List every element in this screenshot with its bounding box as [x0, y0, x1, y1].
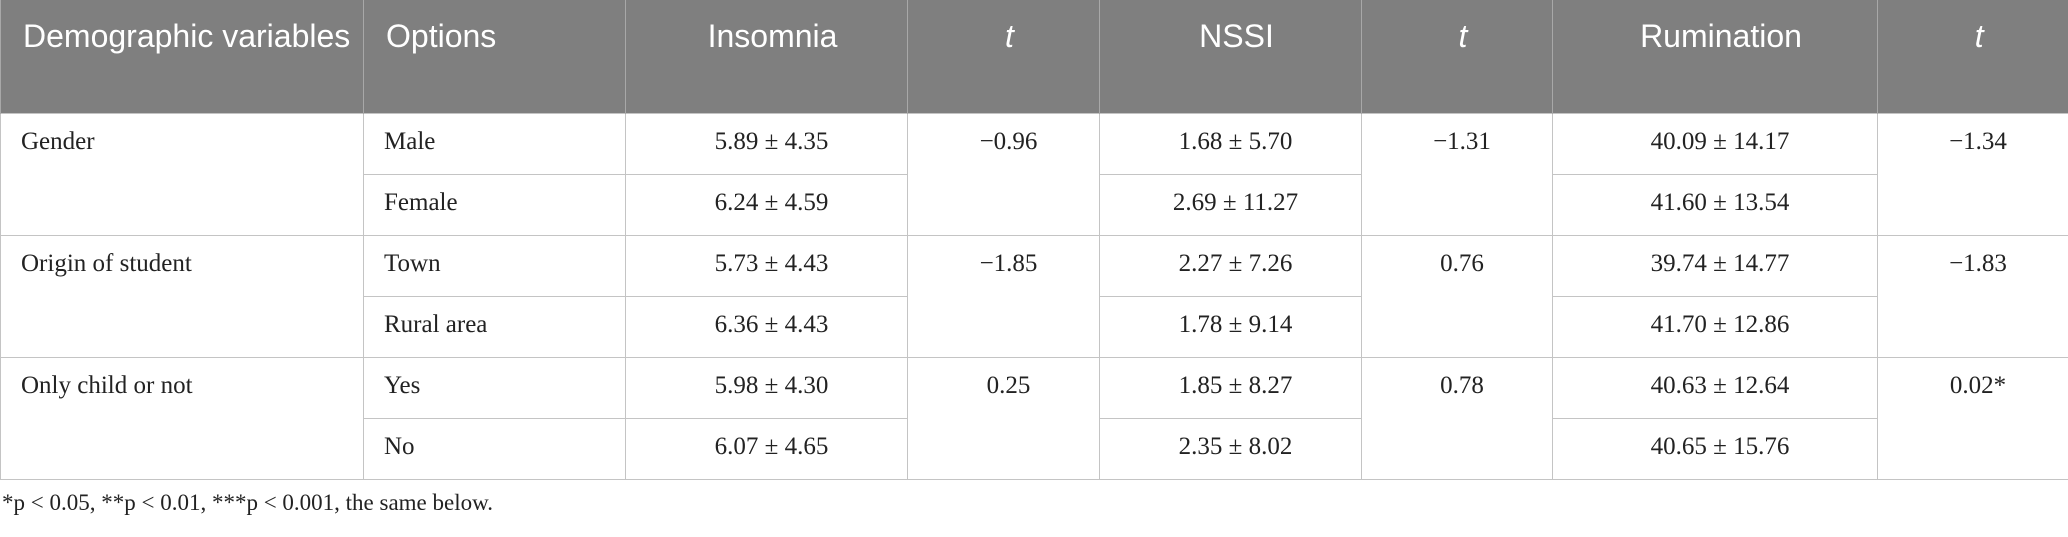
value-cell: 1.78 ± 9.14 — [1099, 295, 1362, 358]
header-cell: Demographic variables — [0, 0, 364, 113]
header-cell: NSSI — [1099, 0, 1362, 113]
value-cell: 39.74 ± 14.77 — [1552, 234, 1878, 297]
option-cell: Male — [363, 112, 626, 175]
row: Origin of student Town 5.73 ± 4.43 −1.85 2.2… — [0, 234, 2068, 358]
value-cell: 5.98 ± 4.30 — [625, 356, 908, 419]
option-cell: Town — [363, 234, 626, 297]
header-cell: t — [1877, 0, 2068, 113]
value-cell: 2.69 ± 11.27 — [1099, 173, 1362, 236]
value-cell: 41.70 ± 12.86 — [1552, 295, 1878, 358]
value-cell: 6.07 ± 4.65 — [625, 417, 908, 480]
t-cell: −1.85 — [907, 234, 1100, 358]
row: No 6.07 ± 4.65 2.35 ± 8.02 40.65 ± 15.76 — [1, 417, 2068, 480]
option-cell: Yes — [363, 356, 626, 419]
row: Rural area 6.36 ± 4.43 1.78 ± 9.14 41.70 ± … — [1, 295, 2068, 358]
t-cell: 0.78 — [1361, 356, 1553, 480]
header-cell: t — [1361, 0, 1553, 113]
value-cell: 1.85 ± 8.27 — [1099, 356, 1362, 419]
value-cell: 40.09 ± 14.17 — [1552, 112, 1878, 175]
t-cell: −1.83 — [1877, 234, 2068, 358]
option-cell: No — [363, 417, 626, 480]
header-cell: Insomnia — [625, 0, 908, 113]
t-cell: 0.25 — [907, 356, 1100, 480]
footnote: *p < 0.05, **p < 0.01, ***p < 0.001, the… — [2, 489, 493, 515]
value-cell: 2.27 ± 7.26 — [1099, 234, 1362, 297]
value-cell: 1.68 ± 5.70 — [1099, 112, 1362, 175]
value-cell: 5.89 ± 4.35 — [625, 112, 908, 175]
variable-cell: Gender — [0, 112, 364, 236]
table-body: Gender Male 5.89 ± 4.35 −0.96 1.68 ± 5.70 −1.… — [0, 112, 2068, 480]
t-cell: −0.96 — [907, 112, 1100, 236]
header-cell: Rumination — [1552, 0, 1878, 113]
value-cell: 5.73 ± 4.43 — [625, 234, 908, 297]
value-cell: 41.60 ± 13.54 — [1552, 173, 1878, 236]
header-row: Demographic variables Options Insomnia t NSS… — [0, 0, 2068, 113]
header-cell: Options — [363, 0, 626, 113]
header-cell: t — [907, 0, 1100, 113]
row: Gender Male 5.89 ± 4.35 −0.96 1.68 ± 5.70 −1.… — [0, 112, 2068, 236]
t-cell: 0.76 — [1361, 234, 1553, 358]
value-cell: 6.36 ± 4.43 — [625, 295, 908, 358]
row: Only child or not Yes 5.98 ± 4.30 0.25 1.85 … — [0, 356, 2068, 480]
value-cell: 40.63 ± 12.64 — [1552, 356, 1878, 419]
t-cell: −1.34 — [1877, 112, 2068, 236]
variable-cell: Only child or not — [0, 356, 364, 480]
t-cell: 0.02* — [1877, 356, 2068, 480]
table: Demographic variables Options Insomnia t NSS… — [0, 0, 2068, 480]
t-cell: −1.31 — [1361, 112, 1553, 236]
option-cell: Female — [363, 173, 626, 236]
value-cell: 40.65 ± 15.76 — [1552, 417, 1878, 480]
value-cell: 2.35 ± 8.02 — [1099, 417, 1362, 480]
option-cell: Rural area — [363, 295, 626, 358]
value-cell: 6.24 ± 4.59 — [625, 173, 908, 236]
variable-cell: Origin of student — [0, 234, 364, 358]
